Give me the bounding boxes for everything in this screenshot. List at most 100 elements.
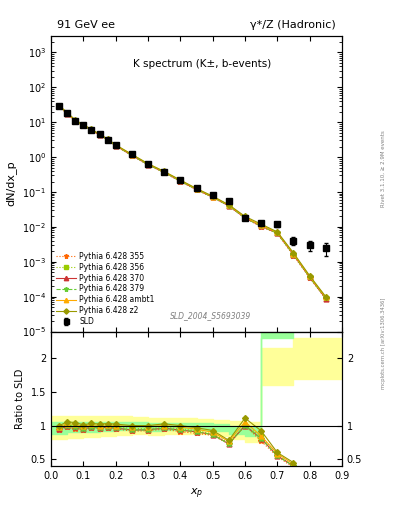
Pythia 6.428 ambt1 bbox=[162, 169, 167, 175]
Text: Rivet 3.1.10, ≥ 2.9M events: Rivet 3.1.10, ≥ 2.9M events bbox=[381, 131, 386, 207]
Line: Pythia 6.428 379: Pythia 6.428 379 bbox=[56, 103, 329, 301]
Pythia 6.428 ambt1 bbox=[146, 161, 151, 167]
Pythia 6.428 379 bbox=[259, 223, 263, 229]
Pythia 6.428 356 bbox=[105, 137, 110, 143]
Pythia 6.428 z2 bbox=[275, 229, 280, 235]
Pythia 6.428 370 bbox=[259, 223, 263, 229]
Pythia 6.428 z2 bbox=[162, 168, 167, 175]
Pythia 6.428 z2 bbox=[89, 126, 94, 133]
Pythia 6.428 ambt1 bbox=[226, 202, 231, 208]
Pythia 6.428 370 bbox=[323, 295, 328, 302]
Pythia 6.428 379 bbox=[89, 127, 94, 134]
Pythia 6.428 z2 bbox=[130, 151, 134, 157]
Pythia 6.428 ambt1 bbox=[291, 251, 296, 257]
Pythia 6.428 ambt1 bbox=[97, 131, 102, 137]
Pythia 6.428 356 bbox=[275, 230, 280, 236]
Pythia 6.428 370 bbox=[162, 169, 167, 176]
Pythia 6.428 379 bbox=[307, 274, 312, 280]
Pythia 6.428 z2 bbox=[73, 117, 78, 123]
Pythia 6.428 z2 bbox=[210, 193, 215, 199]
Pythia 6.428 379 bbox=[323, 295, 328, 301]
Pythia 6.428 356 bbox=[226, 202, 231, 208]
Pythia 6.428 379 bbox=[242, 215, 247, 221]
Pythia 6.428 z2 bbox=[323, 293, 328, 300]
Pythia 6.428 379 bbox=[162, 169, 167, 176]
Pythia 6.428 355 bbox=[178, 178, 183, 184]
Pythia 6.428 z2 bbox=[97, 131, 102, 137]
Line: Pythia 6.428 ambt1: Pythia 6.428 ambt1 bbox=[57, 103, 328, 300]
Pythia 6.428 ambt1 bbox=[323, 294, 328, 301]
Text: γ*/Z (Hadronic): γ*/Z (Hadronic) bbox=[250, 20, 336, 30]
Pythia 6.428 379 bbox=[178, 178, 183, 184]
Pythia 6.428 ambt1 bbox=[275, 229, 280, 236]
Pythia 6.428 355 bbox=[113, 143, 118, 149]
Pythia 6.428 370 bbox=[105, 137, 110, 143]
Pythia 6.428 379 bbox=[105, 137, 110, 143]
Pythia 6.428 370 bbox=[89, 127, 94, 134]
Pythia 6.428 356 bbox=[307, 274, 312, 280]
Pythia 6.428 370 bbox=[210, 194, 215, 200]
Pythia 6.428 370 bbox=[130, 153, 134, 159]
Pythia 6.428 355 bbox=[130, 153, 134, 159]
Pythia 6.428 356 bbox=[65, 110, 70, 116]
Pythia 6.428 z2 bbox=[178, 177, 183, 183]
Text: mcplots.cern.ch [arXiv:1306.3436]: mcplots.cern.ch [arXiv:1306.3436] bbox=[381, 297, 386, 389]
Pythia 6.428 355 bbox=[226, 203, 231, 209]
Pythia 6.428 z2 bbox=[57, 102, 62, 109]
Pythia 6.428 355 bbox=[259, 224, 263, 230]
Pythia 6.428 355 bbox=[307, 274, 312, 281]
Pythia 6.428 370 bbox=[226, 203, 231, 209]
Y-axis label: dN/dx_p: dN/dx_p bbox=[6, 161, 17, 206]
Pythia 6.428 355 bbox=[81, 122, 86, 129]
Pythia 6.428 356 bbox=[146, 161, 151, 167]
Pythia 6.428 356 bbox=[97, 132, 102, 138]
Pythia 6.428 355 bbox=[65, 111, 70, 117]
Pythia 6.428 ambt1 bbox=[105, 136, 110, 142]
Pythia 6.428 379 bbox=[73, 118, 78, 124]
Pythia 6.428 356 bbox=[113, 142, 118, 148]
Pythia 6.428 355 bbox=[291, 252, 296, 259]
Pythia 6.428 ambt1 bbox=[259, 222, 263, 228]
Pythia 6.428 355 bbox=[323, 296, 328, 302]
Pythia 6.428 379 bbox=[130, 153, 134, 159]
Pythia 6.428 ambt1 bbox=[178, 177, 183, 183]
Pythia 6.428 379 bbox=[146, 162, 151, 168]
Pythia 6.428 ambt1 bbox=[113, 142, 118, 148]
Pythia 6.428 ambt1 bbox=[73, 117, 78, 123]
Text: SLD_2004_S5693039: SLD_2004_S5693039 bbox=[171, 311, 252, 319]
Pythia 6.428 356 bbox=[259, 222, 263, 228]
Pythia 6.428 ambt1 bbox=[242, 214, 247, 220]
Pythia 6.428 355 bbox=[146, 162, 151, 168]
Pythia 6.428 356 bbox=[73, 118, 78, 124]
Pythia 6.428 ambt1 bbox=[194, 186, 199, 192]
Pythia 6.428 379 bbox=[275, 230, 280, 236]
Pythia 6.428 379 bbox=[81, 122, 86, 129]
Pythia 6.428 370 bbox=[81, 122, 86, 129]
Pythia 6.428 z2 bbox=[291, 250, 296, 256]
Pythia 6.428 356 bbox=[323, 295, 328, 301]
Pythia 6.428 ambt1 bbox=[57, 103, 62, 109]
Pythia 6.428 370 bbox=[65, 111, 70, 117]
Pythia 6.428 356 bbox=[242, 215, 247, 221]
Pythia 6.428 370 bbox=[291, 251, 296, 258]
Pythia 6.428 379 bbox=[113, 143, 118, 149]
Pythia 6.428 379 bbox=[97, 132, 102, 138]
Line: Pythia 6.428 356: Pythia 6.428 356 bbox=[57, 104, 328, 301]
Pythia 6.428 z2 bbox=[194, 185, 199, 191]
Pythia 6.428 356 bbox=[89, 127, 94, 133]
Pythia 6.428 370 bbox=[97, 132, 102, 138]
Text: K spectrum (K±, b-events): K spectrum (K±, b-events) bbox=[133, 59, 272, 70]
Pythia 6.428 ambt1 bbox=[130, 152, 134, 158]
Line: Pythia 6.428 370: Pythia 6.428 370 bbox=[57, 104, 328, 301]
Pythia 6.428 379 bbox=[291, 251, 296, 258]
Pythia 6.428 z2 bbox=[242, 214, 247, 220]
Pythia 6.428 356 bbox=[81, 122, 86, 129]
Pythia 6.428 355 bbox=[242, 215, 247, 221]
Y-axis label: Ratio to SLD: Ratio to SLD bbox=[15, 369, 25, 429]
Pythia 6.428 379 bbox=[57, 103, 62, 109]
Pythia 6.428 379 bbox=[65, 111, 70, 117]
Pythia 6.428 370 bbox=[73, 118, 78, 124]
Pythia 6.428 ambt1 bbox=[81, 122, 86, 128]
Pythia 6.428 370 bbox=[57, 103, 62, 110]
Pythia 6.428 370 bbox=[113, 143, 118, 149]
